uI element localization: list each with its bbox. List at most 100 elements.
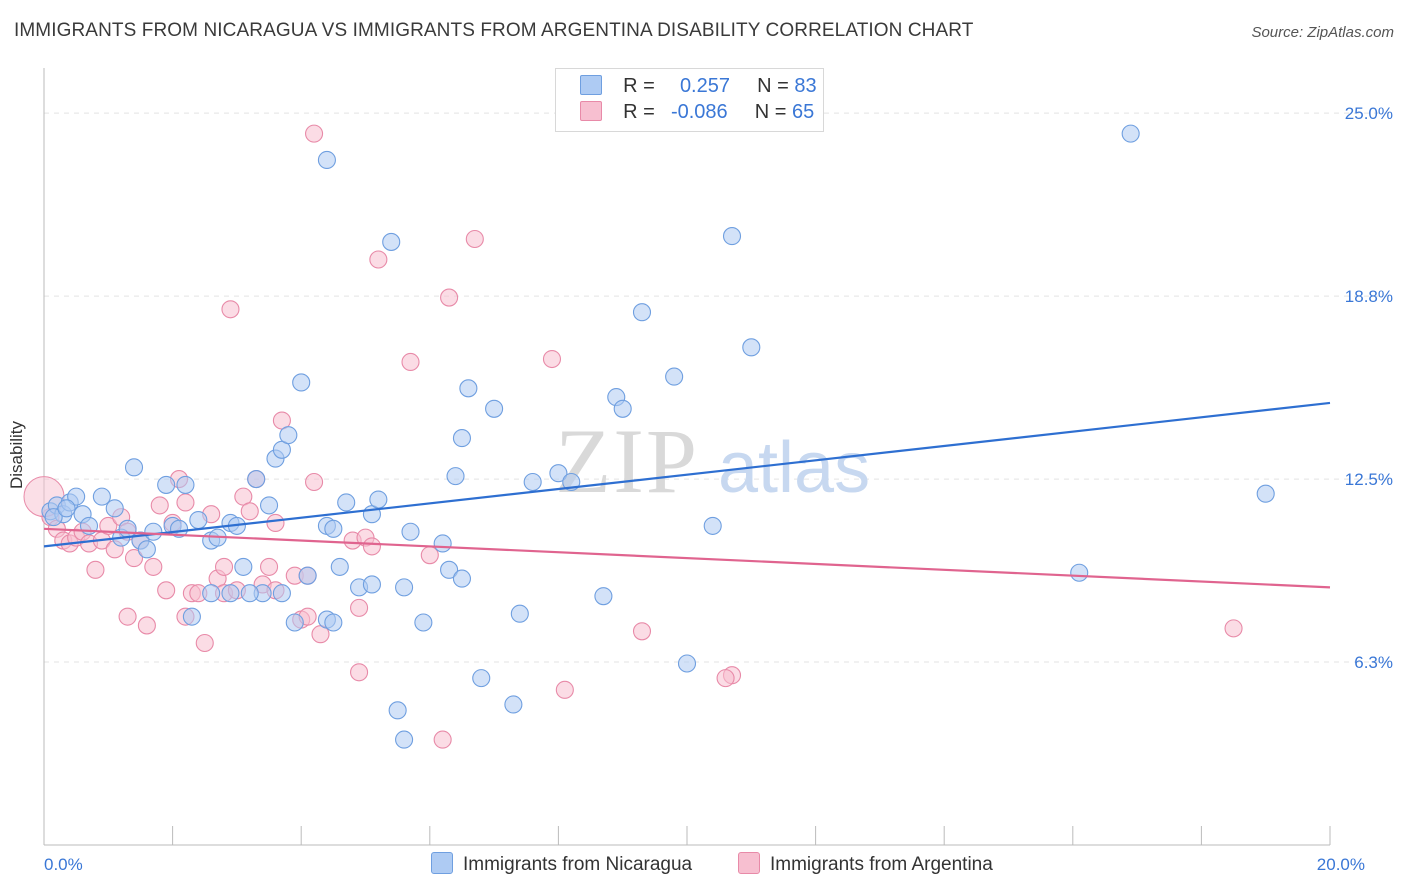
legend-swatch-pink	[580, 101, 602, 121]
nicaragua-point	[485, 399, 504, 418]
nicaragua-point	[472, 669, 491, 688]
argentina-point	[369, 250, 388, 269]
bottom-legend-label: Immigrants from Nicaragua	[463, 854, 693, 875]
nicaragua-point	[202, 584, 221, 603]
tick-labels: 6.3% 12.5% 18.8% 25.0% 0.0% 20.0%	[44, 104, 1393, 874]
nicaragua-point	[337, 493, 356, 512]
legend-r-value: 0.257	[679, 75, 730, 97]
nicaragua-point	[523, 472, 542, 492]
nicaragua-point	[362, 575, 381, 594]
nicaragua-point	[703, 516, 722, 535]
nicaragua-point	[118, 519, 137, 538]
nicaragua-point	[1070, 563, 1089, 582]
argentina-point	[118, 607, 137, 626]
nicaragua-point	[510, 604, 529, 623]
y-tick-label: 25.0%	[1345, 104, 1393, 123]
nicaragua-point	[369, 490, 388, 509]
argentina-point	[305, 472, 324, 492]
nicaragua-point	[677, 654, 697, 673]
legend-n-label: N =	[754, 101, 787, 123]
legend-r-label: R =	[623, 75, 655, 97]
bottom-legend-label: Immigrants from Argentina	[770, 854, 993, 875]
argentina-point	[99, 516, 118, 535]
nicaragua-point	[298, 566, 317, 585]
nicaragua-point	[67, 487, 86, 506]
argentina-point	[465, 229, 484, 249]
legend-n-value: 65	[792, 101, 815, 123]
nicaragua-trend-line	[43, 401, 1331, 548]
nicaragua-point	[317, 150, 336, 170]
argentina-trend-line	[43, 527, 1331, 589]
nicaragua-point	[144, 522, 163, 541]
argentina-point	[1224, 619, 1243, 638]
nicaragua-point	[324, 613, 343, 632]
argentina-point	[124, 549, 144, 568]
nicaragua-point	[285, 613, 304, 632]
nicaragua-point	[44, 508, 63, 527]
trend-lines	[43, 401, 1331, 589]
argentina-point	[176, 493, 195, 512]
nicaragua-point	[137, 540, 156, 559]
nicaragua-point	[105, 499, 124, 518]
x-tick-label: 0.0%	[44, 855, 83, 874]
nicaragua-point	[395, 578, 414, 597]
nicaragua-point	[272, 584, 291, 603]
nicaragua-point	[221, 584, 240, 603]
nicaragua-point	[92, 487, 111, 506]
nicaragua-point	[504, 695, 523, 714]
nicaragua-point	[324, 519, 343, 538]
nicaragua-point	[189, 510, 208, 530]
argentina-point	[214, 557, 234, 576]
nicaragua-point	[613, 399, 632, 418]
legend-r-label: R =	[623, 101, 655, 123]
gridlines	[44, 112, 1392, 663]
legend-row-argentina: R = -0.086 N = 65	[580, 101, 814, 127]
correlation-legend: R = 0.257 N = 83 R = -0.086 N = 65	[555, 68, 824, 132]
chart-title: IMMIGRANTS FROM NICARAGUA VS IMMIGRANTS …	[14, 20, 974, 41]
nicaragua-point	[124, 458, 144, 477]
bottom-legend-swatch-blue	[431, 852, 453, 874]
nicaragua-point	[247, 470, 266, 489]
nicaragua-point	[259, 496, 279, 515]
nicaragua-point	[157, 475, 176, 494]
nicaragua-point	[1121, 124, 1140, 143]
nicaragua-point	[446, 467, 465, 486]
nicaragua-point	[1256, 484, 1275, 503]
y-tick-label: 6.3%	[1354, 653, 1393, 672]
nicaragua-point	[549, 464, 568, 483]
legend-n-label: N =	[757, 75, 789, 97]
nicaragua-point	[742, 338, 761, 357]
nicaragua-point	[330, 557, 349, 576]
x-tick-label: 20.0%	[1317, 855, 1365, 874]
argentina-point	[555, 680, 574, 699]
nicaragua-point	[388, 701, 407, 720]
nicaragua-point	[665, 367, 684, 386]
argentina-point	[266, 513, 285, 533]
legend-n-value: 83	[794, 75, 817, 97]
nicaragua-point	[176, 475, 195, 494]
bottom-legend-argentina: Immigrants from Argentina	[738, 852, 993, 876]
y-axis-label: Disability	[7, 420, 26, 490]
y-tick-label: 12.5%	[1345, 470, 1393, 489]
argentina-point	[542, 349, 562, 369]
y-tick-label: 18.8%	[1345, 287, 1393, 306]
argentina-point	[716, 669, 735, 688]
watermark-zip: ZIP	[555, 410, 699, 512]
nicaragua-point	[452, 429, 472, 448]
nicaragua-point	[414, 613, 433, 632]
source-label: Source: ZipAtlas.com	[1251, 24, 1394, 41]
nicaragua-point	[722, 227, 742, 246]
argentina-point	[137, 616, 156, 635]
legend-swatch-blue	[580, 75, 602, 95]
bottom-legend-nicaragua: Immigrants from Nicaragua	[431, 852, 692, 876]
argentina-point	[401, 352, 420, 372]
argentina-point	[362, 537, 381, 556]
nicaragua-point	[382, 232, 401, 251]
nicaragua-point	[234, 557, 253, 576]
argentina-point	[632, 622, 652, 641]
nicaragua-point	[182, 607, 201, 626]
nicaragua-point	[433, 534, 452, 553]
axes	[43, 68, 1331, 846]
argentina-point	[157, 581, 176, 600]
